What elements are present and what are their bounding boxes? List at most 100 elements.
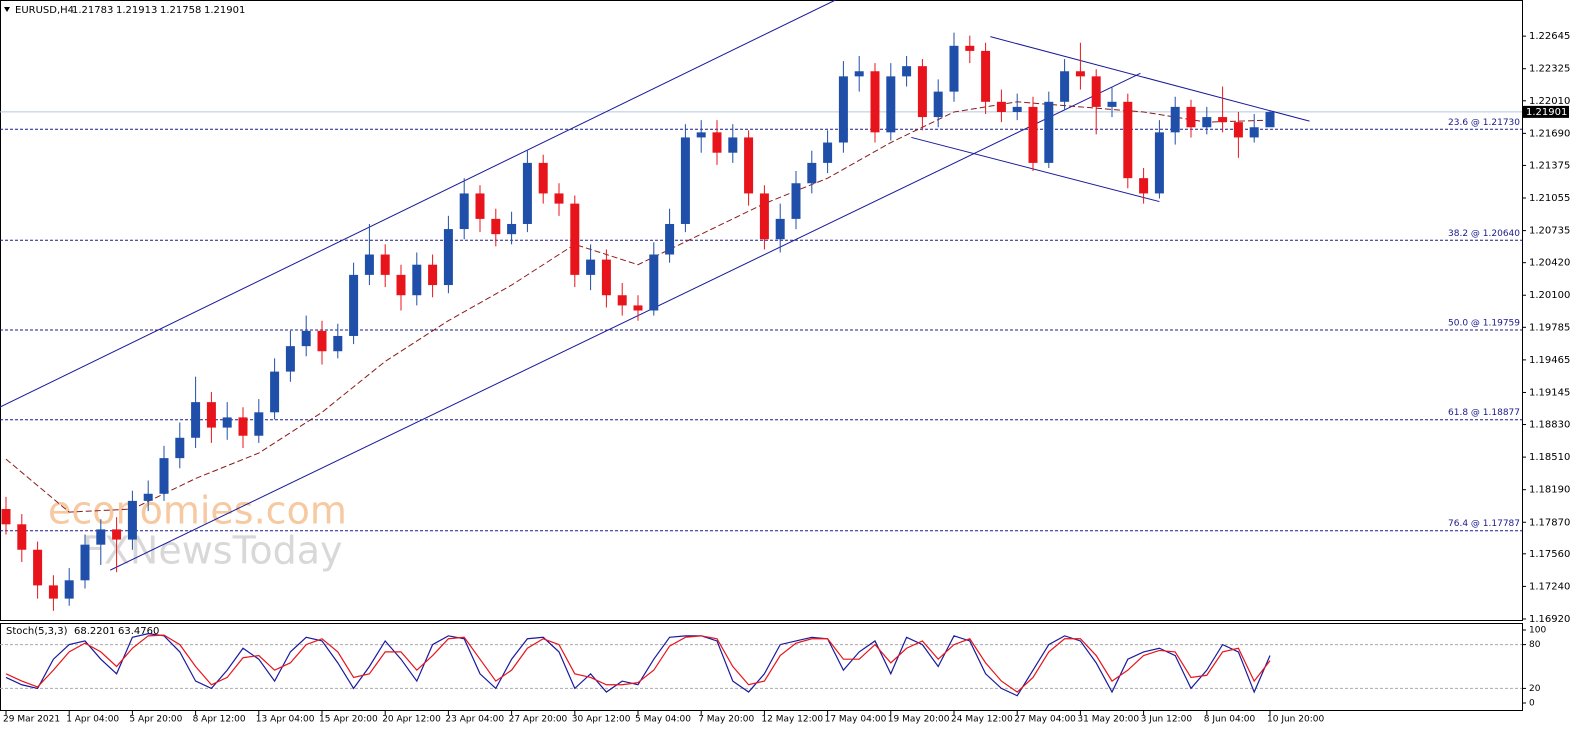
candle-body	[1154, 132, 1164, 194]
trendline	[110, 72, 1141, 571]
x-tick-label: 5 Apr 20:00	[129, 715, 182, 725]
candle-body	[317, 330, 327, 352]
y-tick-label: 1.20735	[1529, 226, 1570, 237]
candle-body	[649, 254, 659, 311]
y-tick-label: 1.17560	[1529, 549, 1570, 560]
stoch-frame	[0, 623, 1523, 711]
candle-body	[1, 509, 11, 525]
y-tick-label: 1.20420	[1529, 258, 1570, 269]
candle-body	[617, 295, 627, 306]
candle-body	[80, 544, 90, 581]
y-tick-label: 1.21690	[1529, 128, 1570, 139]
y-tick-label: 1.16920	[1529, 614, 1570, 625]
candle-body	[459, 193, 469, 230]
candle-body	[33, 549, 43, 586]
candle-body	[759, 193, 769, 240]
candle-body	[917, 66, 927, 118]
candle-body	[412, 264, 422, 296]
candle-body	[1044, 101, 1054, 163]
stoch-readout: 68.2201	[74, 626, 115, 637]
candle-body	[1202, 117, 1212, 128]
candle-body	[1091, 76, 1101, 107]
candle-body	[554, 193, 564, 204]
candle-body	[238, 417, 248, 436]
candle-body	[965, 45, 975, 51]
ohlc-value: 1.21758	[160, 5, 201, 16]
candle-body	[981, 50, 991, 102]
candle-body	[1249, 127, 1259, 138]
candle-body	[1012, 106, 1022, 112]
x-tick-label: 13 Apr 04:00	[256, 715, 315, 725]
fib-label: 50.0 @ 1.19759	[1448, 318, 1520, 328]
watermark: FXNewsToday	[82, 529, 342, 573]
y-tick-label: 1.22010	[1529, 96, 1570, 107]
candle-body	[633, 305, 643, 311]
candle-body	[396, 274, 406, 296]
main-frame	[0, 0, 1523, 621]
fib-label: 76.4 @ 1.17787	[1448, 519, 1520, 529]
x-tick-label: 5 May 04:00	[635, 715, 691, 725]
x-tick-label: 8 Jun 04:00	[1204, 715, 1256, 725]
candle-body	[48, 585, 58, 599]
x-tick-label: 30 Apr 12:00	[572, 715, 631, 725]
candle-body	[64, 580, 74, 599]
fib-label: 38.2 @ 1.20640	[1448, 229, 1520, 239]
candle-body	[838, 76, 848, 143]
x-tick-label: 17 May 04:00	[825, 715, 887, 725]
y-tick-label: 100	[1529, 626, 1546, 636]
trendline	[0, 0, 836, 408]
candle-body	[996, 101, 1006, 112]
y-tick-label: 1.17870	[1529, 517, 1570, 528]
candle-body	[949, 45, 959, 92]
menu-arrow[interactable]	[4, 7, 10, 12]
x-tick-label: 27 Apr 20:00	[509, 715, 568, 725]
x-tick-label: 23 Apr 04:00	[445, 715, 504, 725]
candle-body	[507, 223, 517, 235]
x-tick-label: 1 Apr 04:00	[66, 715, 119, 725]
candle-body	[728, 137, 738, 153]
candle-body	[333, 335, 343, 352]
stoch-readout: 63.4760	[118, 626, 159, 637]
candle-body	[127, 500, 137, 540]
y-tick-label: 1.18190	[1529, 485, 1570, 496]
candle-body	[775, 218, 785, 240]
y-tick-label: 1.17240	[1529, 581, 1570, 592]
candle-body	[1218, 117, 1228, 123]
symbol: EURUSD,H4	[15, 5, 74, 16]
candle-body	[191, 402, 201, 438]
stoch-line	[5, 633, 1271, 697]
candle-body	[1170, 106, 1180, 133]
candle-body	[601, 259, 611, 296]
watermark: economies.com	[48, 489, 347, 533]
y-tick-label: 80	[1529, 640, 1541, 650]
candle-body	[1233, 122, 1243, 138]
candle-body	[538, 162, 548, 194]
candle-body	[522, 162, 532, 224]
x-tick-label: 31 May 20:00	[1077, 715, 1139, 725]
candle-body	[143, 493, 153, 501]
x-tick-label: 8 Apr 12:00	[193, 715, 246, 725]
x-tick-label: 20 Apr 12:00	[382, 715, 441, 725]
candle-body	[886, 76, 896, 133]
fib-label: 23.6 @ 1.21730	[1448, 118, 1520, 128]
y-tick-label: 1.22325	[1529, 64, 1570, 75]
candle-body	[1186, 106, 1196, 128]
y-tick-label: 1.18510	[1529, 452, 1570, 463]
candle-body	[1139, 178, 1149, 194]
candle-body	[112, 529, 122, 540]
candle-body	[159, 458, 169, 494]
candle-body	[1265, 111, 1275, 128]
x-tick-label: 29 Mar 2021	[3, 715, 60, 725]
candle-body	[744, 137, 754, 194]
candle-body	[349, 274, 359, 336]
candle-body	[712, 132, 722, 153]
candle-body	[285, 346, 295, 372]
candle-body	[1075, 71, 1085, 77]
candle-body	[570, 203, 580, 275]
stoch-line	[5, 634, 1271, 693]
y-tick-label: 20	[1529, 684, 1541, 694]
candle-body	[475, 193, 485, 219]
x-tick-label: 24 May 12:00	[951, 715, 1013, 725]
